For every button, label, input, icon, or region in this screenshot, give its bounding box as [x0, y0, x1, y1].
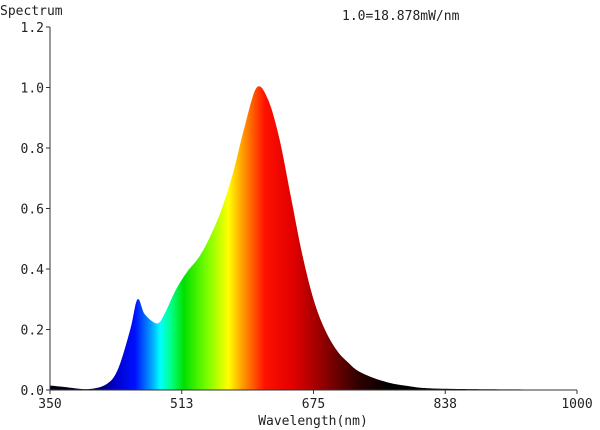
y-axis-label: Spectrum: [0, 4, 63, 19]
x-tick-label: 1000: [561, 397, 592, 412]
y-tick-label: 0.8: [21, 142, 44, 157]
y-tick-label: 1.2: [21, 21, 44, 36]
y-tick-label: 1.0: [21, 82, 44, 97]
x-tick-label: 513: [170, 397, 193, 412]
x-axis-label: Wavelength(nm): [258, 414, 368, 429]
y-tick-label: 0.2: [21, 324, 44, 339]
y-tick-label: 0.6: [21, 203, 44, 218]
x-tick-label: 675: [302, 397, 325, 412]
scale-annotation: 1.0=18.878mW/nm: [342, 9, 460, 24]
x-tick-label: 838: [434, 397, 457, 412]
y-tick-label: 0.0: [21, 384, 44, 399]
y-tick-label: 0.4: [21, 263, 45, 278]
x-tick-label: 350: [38, 397, 61, 412]
spectrum-area: [50, 86, 577, 390]
